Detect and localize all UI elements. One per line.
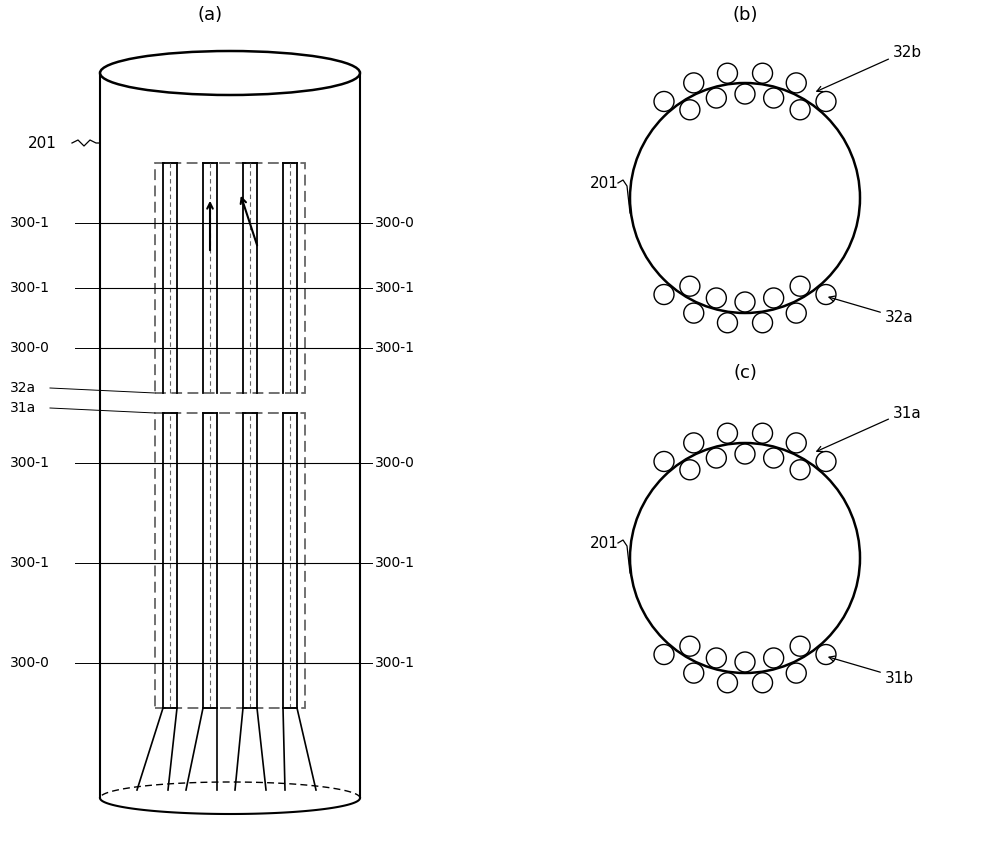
Text: 300-1: 300-1 <box>375 281 415 295</box>
Text: 201: 201 <box>28 135 57 150</box>
Text: 300-1: 300-1 <box>375 341 415 355</box>
Text: (c): (c) <box>733 364 757 382</box>
Bar <box>155 163 305 393</box>
Text: 300-1: 300-1 <box>10 556 50 570</box>
Text: 31b: 31b <box>885 671 914 685</box>
Text: 300-1: 300-1 <box>375 656 415 670</box>
Text: 300-0: 300-0 <box>10 341 50 355</box>
Text: 300-1: 300-1 <box>10 216 50 230</box>
Text: 300-0: 300-0 <box>375 216 415 230</box>
Bar <box>155 413 305 708</box>
Text: (a): (a) <box>197 6 223 24</box>
Text: 300-0: 300-0 <box>10 656 50 670</box>
Text: 31a: 31a <box>893 406 922 420</box>
Text: 300-1: 300-1 <box>10 456 50 470</box>
Text: 300-1: 300-1 <box>375 556 415 570</box>
Text: 300-0: 300-0 <box>375 456 415 470</box>
Text: 32a: 32a <box>885 311 914 325</box>
Text: 300-1: 300-1 <box>10 281 50 295</box>
Text: 32b: 32b <box>893 46 922 60</box>
Text: 201: 201 <box>590 175 619 191</box>
Text: 31a: 31a <box>10 401 36 415</box>
Text: (b): (b) <box>732 6 758 24</box>
Text: 201: 201 <box>590 536 619 551</box>
Text: 32a: 32a <box>10 381 36 395</box>
